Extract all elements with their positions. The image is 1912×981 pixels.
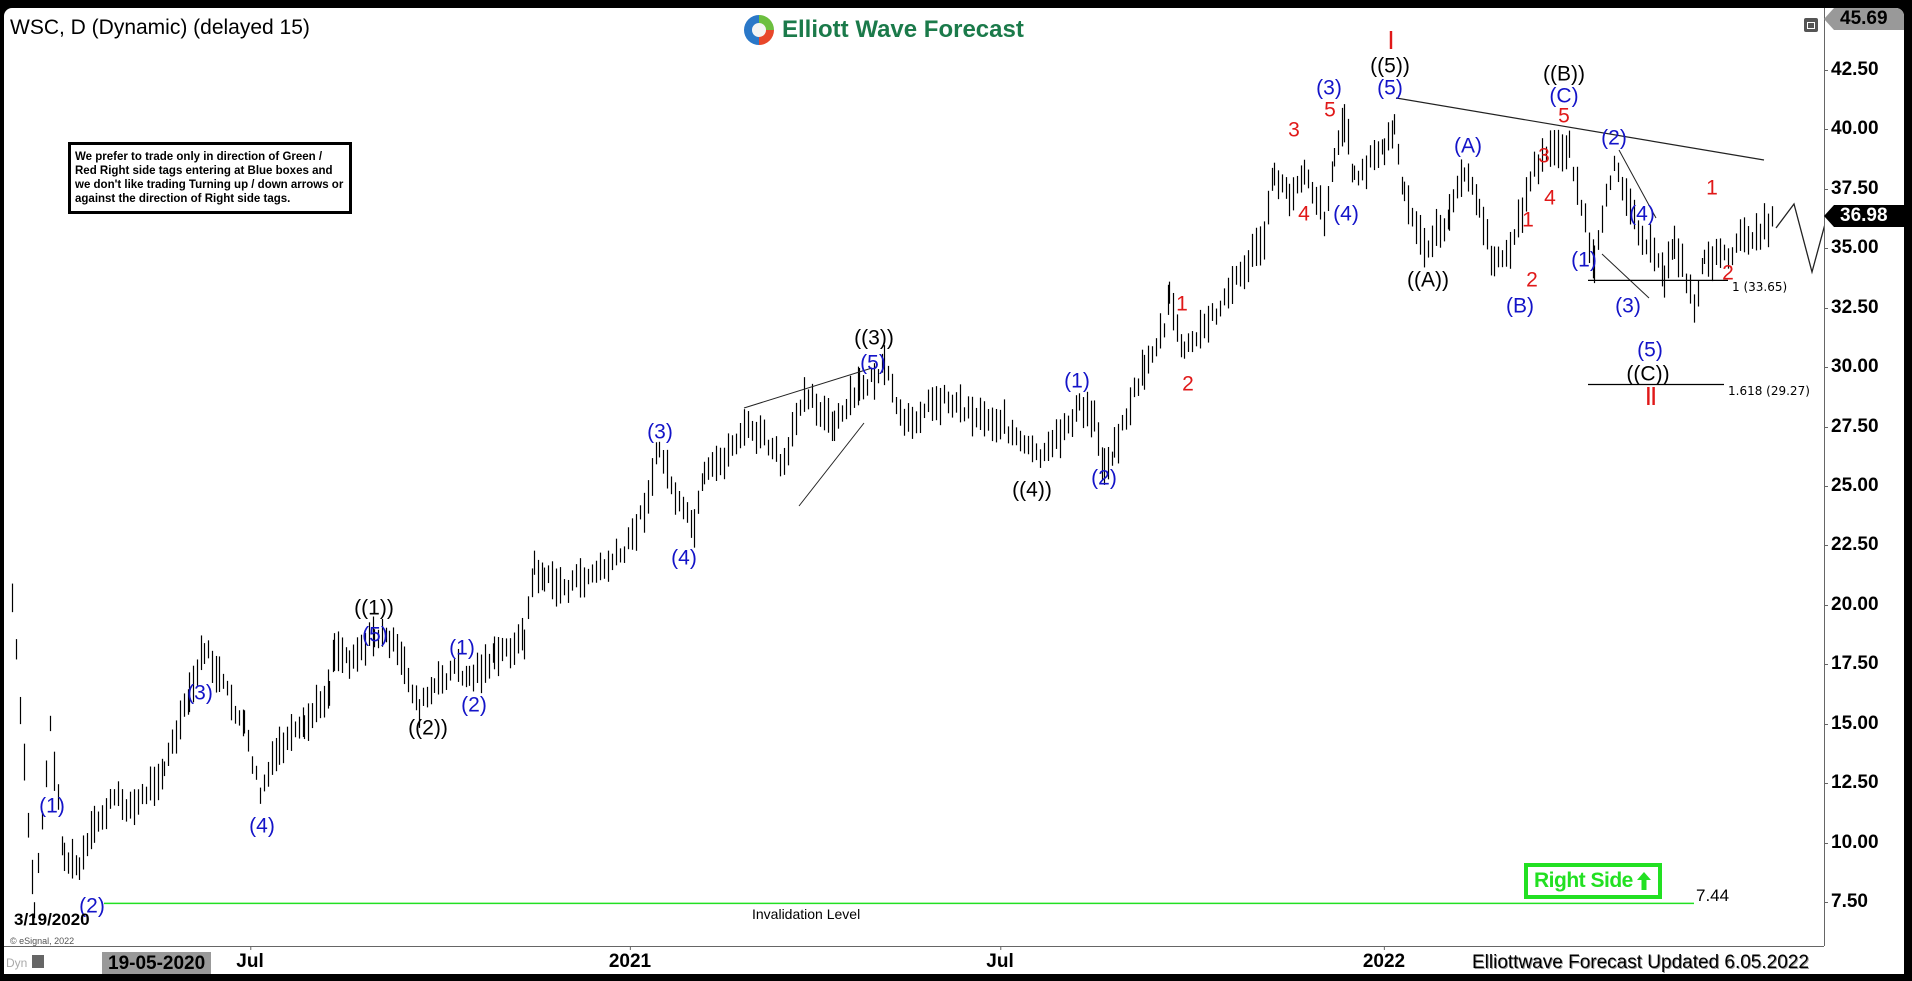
invalidation-value: 7.44 [1696,886,1730,905]
wave-label: (4) [249,814,275,838]
y-tick: 12.50 [1824,772,1879,794]
wave-label: (2) [79,894,105,918]
y-tick: 30.00 [1824,356,1879,378]
wave-label: 2 [1182,372,1194,396]
wave-label: (2) [1091,466,1117,490]
wave-label: ((4)) [1012,478,1052,502]
wave-label: 4 [1298,202,1310,226]
y-tick: 17.50 [1824,653,1879,675]
up-arrow-icon [1636,872,1651,890]
wave-label: ((A)) [1407,268,1449,292]
dynamic-mode-label: Dyn [6,956,28,970]
x-tick-2021: 2021 [608,946,652,972]
restore-window-icon[interactable] [1804,18,1818,32]
chart-title: WSC, D (Dynamic) (delayed 15) [10,16,310,39]
y-tick: 10.00 [1824,831,1879,853]
y-tick: 27.50 [1824,415,1879,437]
brand-logo: Elliott Wave Forecast [742,13,1024,47]
invalidation-label: Invalidation Level [752,906,861,922]
wave-label: ((1)) [354,596,394,620]
wave-label: ((3)) [854,326,894,350]
wave-label: (3) [1615,294,1641,318]
wave-label: (3) [647,420,673,444]
wave-label: (B) [1506,294,1534,318]
x-tick-jul-2021: Jul [986,946,1014,972]
wave-label: (5) [860,351,886,375]
wave-label: II [1644,381,1658,411]
wave-label: (4) [671,546,697,570]
fib-level-1618: 1.618 (29.27) [1728,384,1810,398]
wave-label: I [1387,25,1394,55]
y-tick: 40.00 [1824,118,1879,140]
price-axis[interactable]: 42.50 40.00 37.50 35.00 32.50 30.00 27.50 25.00… [1824,8,1904,946]
chart-window: WSC, D (Dynamic) (delayed 15) Elliott Wa… [4,8,1904,974]
wave-label: (1) [1571,248,1597,272]
wave-label: (1) [449,636,475,660]
wave-label: (1) [39,794,65,818]
time-axis[interactable]: Jul 2021 Jul 2022 [4,946,1824,974]
brand-name: Elliott Wave Forecast [782,16,1024,43]
wave-label: 5 [1558,104,1570,128]
right-side-tag: Right Side [1524,863,1662,899]
right-side-label: Right Side [1534,869,1633,892]
wave-label: 5 [1324,98,1336,122]
wave-label: 1 [1706,176,1718,200]
y-tick: 32.50 [1824,296,1879,318]
updated-note: Elliottwave Forecast Updated 6.05.2022 [1472,952,1809,973]
wave-label: 2 [1526,268,1538,292]
wave-label: 2 [1722,261,1734,285]
price-chart-svg [11,97,1824,919]
wave-label: (5) [362,623,388,647]
high-price-tag: 45.69 [1824,8,1904,30]
y-tick: 35.00 [1824,237,1879,259]
lock-icon[interactable] [32,955,44,968]
wave-label: (A) [1454,134,1482,158]
trading-disclaimer: We prefer to trade only in direction of … [68,142,352,214]
wave-label: (4) [1333,202,1359,226]
wave-label: 1 [1176,292,1188,316]
y-tick: 22.50 [1824,534,1879,556]
wave-label: (2) [1601,126,1627,150]
y-tick: 37.50 [1824,177,1879,199]
wave-label: (5) [1637,338,1663,362]
wave-label: ((C)) [1626,362,1670,386]
wave-label: ((B)) [1543,62,1585,86]
x-tick-2022: 2022 [1362,946,1406,972]
cursor-date: 19-05-2020 [102,952,212,974]
start-date-label: 3/19/2020 [14,910,90,929]
y-tick: 7.50 [1824,890,1868,912]
brand-swirl-icon [744,15,774,45]
copyright: © eSignal, 2022 [10,936,75,946]
wave-label: 3 [1288,118,1300,142]
wave-label: ((5)) [1370,54,1410,78]
wave-label: 4 [1544,186,1556,210]
wave-label: 1 [1522,208,1534,232]
wave-label: (C) [1549,84,1579,108]
wave-label: (2) [461,693,487,717]
wave-label: (5) [1377,76,1403,100]
wave-label: ((2)) [408,716,448,740]
y-tick: 42.50 [1824,59,1879,80]
wave-label: 3 [1538,144,1550,168]
x-tick-jul-2020: Jul [236,946,264,972]
last-price-tag: 36.98 [1824,205,1904,227]
wave-label: (3) [187,681,213,705]
wave-label: (3) [1316,76,1342,100]
wave-label: (1) [1064,369,1090,393]
y-tick: 25.00 [1824,474,1879,496]
plot-area[interactable]: WSC, D (Dynamic) (delayed 15) Elliott Wa… [4,8,1824,946]
y-tick: 15.00 [1824,712,1879,734]
wave-label: (4) [1629,202,1655,226]
y-tick: 20.00 [1824,593,1879,615]
fib-level-1: 1 (33.65) [1732,280,1788,294]
